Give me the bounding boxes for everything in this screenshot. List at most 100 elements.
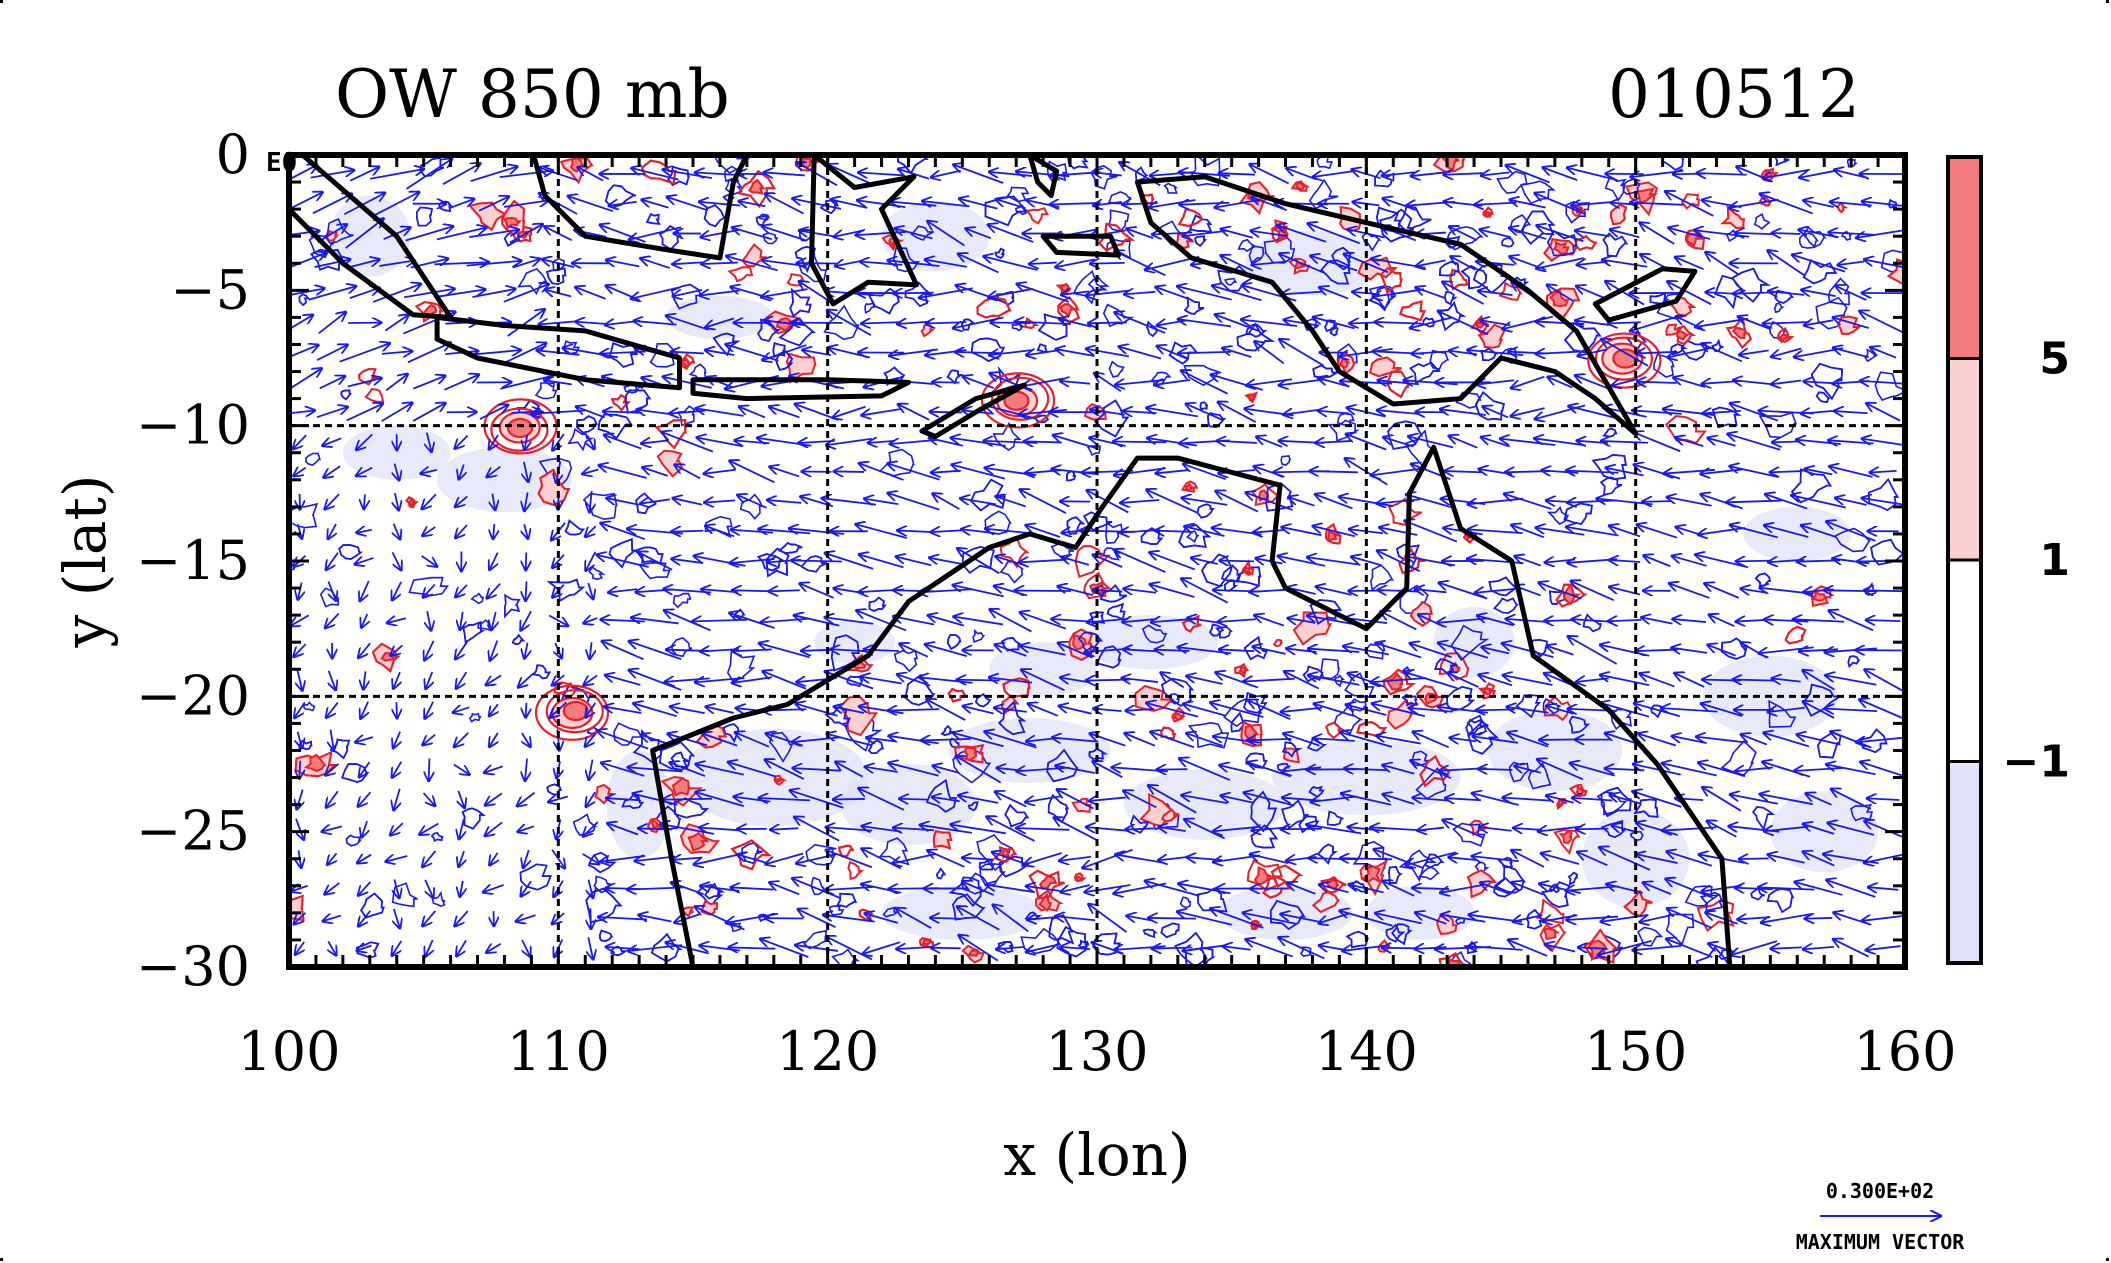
negative-ow-contour xyxy=(1472,264,1512,294)
positive-ow-contour xyxy=(681,357,690,370)
positive-ow-contour xyxy=(953,744,985,764)
negative-ow-contour xyxy=(1209,623,1225,637)
positive-ow-contour xyxy=(1172,711,1183,721)
wind-vector xyxy=(1772,347,1802,357)
wind-vector xyxy=(347,378,381,388)
negative-ow-contour xyxy=(1629,830,1645,842)
negative-ow-contour xyxy=(1178,524,1212,548)
wind-vector xyxy=(1126,828,1155,829)
negative-ow-contour xyxy=(842,709,883,752)
colorbar-label: −1 xyxy=(2003,737,2070,788)
wind-vector xyxy=(1412,351,1450,353)
positive-ow-contour xyxy=(1763,170,1773,178)
negative-ow-contour xyxy=(1488,576,1521,597)
wind-vector xyxy=(609,202,637,206)
wind-vector xyxy=(1023,377,1064,386)
positive-ow-contour xyxy=(976,296,1012,319)
wind-vector xyxy=(1740,858,1769,859)
positive-ow-contour xyxy=(1676,330,1691,341)
negative-ow-contour xyxy=(893,649,918,673)
wind-vector xyxy=(1282,829,1322,830)
wind-vector xyxy=(1213,286,1262,302)
wind-vector xyxy=(1602,339,1649,367)
negative-ow-contour xyxy=(503,593,521,619)
wind-vector xyxy=(1510,228,1547,240)
negative-ow-contour xyxy=(1379,208,1415,243)
wind-vector xyxy=(568,196,614,213)
wind-vector xyxy=(960,199,998,210)
wind-vector xyxy=(1702,344,1743,363)
wind-vector xyxy=(1221,256,1254,272)
negative-ow-region xyxy=(1366,885,1475,940)
negative-ow-contour xyxy=(1108,209,1130,232)
positive-ow-contour xyxy=(1241,559,1255,576)
colorbar-label: 1 xyxy=(2039,535,2070,586)
positive-ow-contour xyxy=(364,388,385,403)
y-tick-label: −15 xyxy=(136,529,250,592)
wind-vector xyxy=(444,375,478,391)
wind-vector xyxy=(1733,680,1776,681)
negative-ow-contour xyxy=(517,267,548,296)
wind-vector xyxy=(1760,194,1813,215)
negative-ow-contour xyxy=(1179,896,1191,909)
wind-vector xyxy=(733,590,772,591)
wind-vector xyxy=(1416,288,1447,300)
negative-ow-contour xyxy=(1168,341,1199,365)
wind-vector xyxy=(379,261,414,266)
negative-ow-contour xyxy=(1429,349,1450,371)
wind-vector xyxy=(1863,201,1905,206)
wind-vector xyxy=(763,344,807,360)
wind-vector xyxy=(374,192,419,216)
negative-ow-contour xyxy=(1602,427,1618,438)
wind-vector xyxy=(1451,257,1476,271)
wind-vector xyxy=(1089,322,1127,323)
negative-ow-contour xyxy=(974,692,992,708)
wind-vector xyxy=(1125,292,1156,294)
wind-vector xyxy=(299,760,300,778)
negative-ow-contour xyxy=(1245,323,1268,338)
wind-vector xyxy=(663,799,712,800)
negative-ow-contour xyxy=(1699,891,1724,912)
negative-ow-contour xyxy=(867,739,884,754)
wind-vector xyxy=(289,165,316,181)
wind-vector xyxy=(1438,311,1489,336)
negative-ow-contour xyxy=(947,634,962,651)
wind-vector xyxy=(928,221,965,247)
positive-ow-contour xyxy=(1059,303,1078,319)
negative-ow-contour xyxy=(836,892,857,908)
wind-vector xyxy=(349,260,379,268)
negative-ow-contour xyxy=(1083,511,1113,532)
strong-vortex-contour xyxy=(1587,332,1662,389)
negative-ow-contour xyxy=(1450,624,1490,662)
y-tick-label: −10 xyxy=(136,394,250,457)
wind-vector xyxy=(406,159,452,190)
negative-ow-contour xyxy=(1397,205,1432,233)
wind-vector xyxy=(1221,229,1254,239)
negative-ow-contour xyxy=(1014,204,1029,216)
wind-vector xyxy=(641,258,670,269)
negative-ow-contour xyxy=(1850,803,1874,822)
wind-vector xyxy=(1668,282,1712,306)
y-axis-label: y (lat) xyxy=(51,475,119,649)
negative-ow-contour xyxy=(703,204,729,228)
wind-vector xyxy=(364,494,365,508)
positive-ow-contour xyxy=(408,498,416,507)
wind-vector xyxy=(312,194,351,215)
negative-ow-contour xyxy=(298,293,310,307)
wind-vector xyxy=(1255,342,1285,365)
negative-ow-contour xyxy=(713,155,750,174)
wind-vector xyxy=(1086,680,1130,681)
negative-ow-contour xyxy=(1460,264,1487,290)
negative-ow-contour xyxy=(778,317,816,347)
wind-vector xyxy=(436,228,486,241)
wind-vector xyxy=(1577,829,1609,830)
wind-vector xyxy=(1314,317,1355,330)
plot-area xyxy=(286,152,1908,970)
wind-vector xyxy=(429,758,430,780)
wind-vector xyxy=(1609,322,1641,323)
wind-vector xyxy=(1477,710,1515,711)
negative-ow-contour xyxy=(777,542,803,554)
wind-vector xyxy=(381,351,412,354)
positive-ow-contour xyxy=(1535,898,1565,925)
wind-vector xyxy=(478,197,508,212)
